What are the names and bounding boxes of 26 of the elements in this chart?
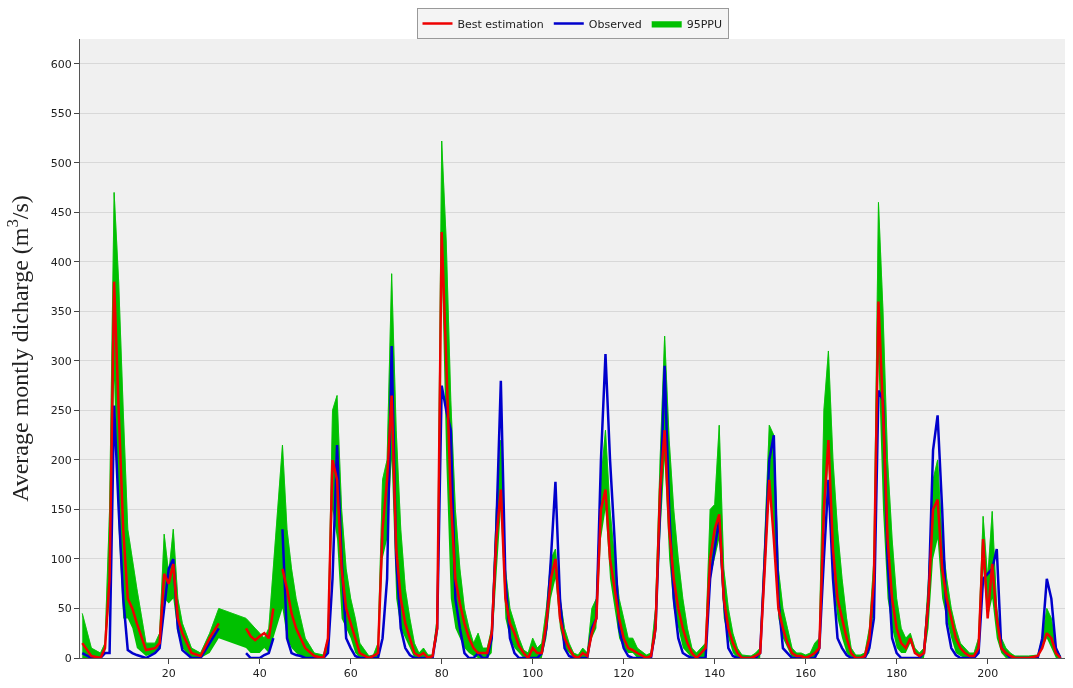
legend-label: Best estimation	[457, 17, 544, 31]
y-tick-label: 350	[50, 305, 72, 319]
x-tick-label: 40	[252, 667, 267, 681]
x-tick-label: 100	[522, 667, 544, 681]
y-tick-label: 50	[57, 602, 72, 616]
y-tick-label: 100	[50, 552, 72, 566]
y-tick-label: 250	[50, 404, 72, 418]
legend-label: 95PPU	[686, 17, 723, 31]
y-tick-label: 150	[50, 503, 72, 517]
y-tick-label: 450	[50, 206, 72, 220]
x-tick-label: 140	[704, 667, 726, 681]
x-tick-label: 20	[161, 667, 176, 681]
x-tick-label: 160	[795, 667, 817, 681]
x-tick-label: 180	[886, 667, 908, 681]
y-tick-label: 500	[50, 156, 72, 170]
y-tick-label: 400	[50, 255, 72, 269]
x-tick-label: 60	[343, 667, 358, 681]
x-tick-label: 200	[977, 667, 999, 681]
x-tick-label: 80	[434, 667, 449, 681]
y-tick-label: 300	[50, 354, 72, 368]
y-tick-label: 550	[50, 107, 72, 121]
x-tick-label: 120	[613, 667, 635, 681]
y-tick-label: 200	[50, 453, 72, 467]
y-tick-label: 600	[50, 57, 72, 71]
y-tick-label: 0	[64, 651, 72, 665]
legend-label: Observed	[588, 17, 642, 31]
